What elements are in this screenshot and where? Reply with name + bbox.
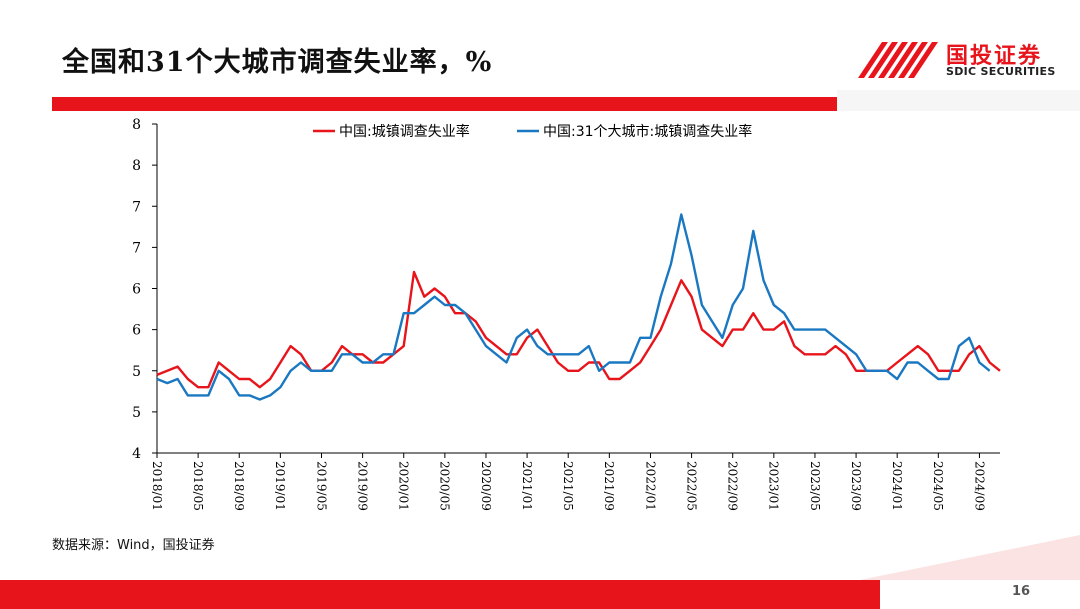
x-tick-label: 2021/09 <box>602 461 616 511</box>
y-tick-label: 5 <box>132 405 141 421</box>
x-tick-label: 2019/01 <box>273 461 287 511</box>
x-tick-label: 2018/05 <box>191 461 205 511</box>
x-tick-label: 2018/01 <box>150 461 164 511</box>
title-underline-bar <box>52 97 837 111</box>
x-tick-label: 2022/05 <box>684 461 698 511</box>
x-tick-label: 2018/09 <box>232 461 246 511</box>
brand-name-en: SDIC SECURITIES <box>946 65 1056 78</box>
page-number: 16 <box>1012 584 1031 599</box>
x-tick-label: 2024/01 <box>890 461 904 511</box>
title-underline-extension <box>837 90 1080 111</box>
brand-name-cn: 国投证券 <box>946 44 1043 69</box>
brand-logo: 国投证券 SDIC SECURITIES <box>858 38 1068 82</box>
series-line-1 <box>156 270 1001 389</box>
x-tick-label: 2022/01 <box>643 461 657 511</box>
y-tick-label: 8 <box>132 117 141 133</box>
chart-legend: 中国:城镇调查失业率 中国:31个大城市:城镇调查失业率 <box>313 123 752 140</box>
y-tick-label: 4 <box>132 446 141 462</box>
y-tick-label: 6 <box>132 282 141 298</box>
x-tick-label: 2023/09 <box>849 461 863 511</box>
x-tick-label: 2023/05 <box>808 461 822 511</box>
x-tick-label: 2023/01 <box>767 461 781 511</box>
legend-label-2: 中国:31个大城市:城镇调查失业率 <box>543 123 752 140</box>
x-tick-label: 2020/01 <box>397 461 411 511</box>
stripes-logo-icon <box>858 42 938 78</box>
y-tick-label: 8 <box>132 158 141 174</box>
x-tick-label: 2020/05 <box>438 461 452 511</box>
x-tick-label: 2022/09 <box>726 461 740 511</box>
unemployment-line-chart: 中国:城镇调查失业率 中国:31个大城市:城镇调查失业率 4 5 5 6 6 7 7 8 8 201… <box>132 117 1001 511</box>
chart-series <box>156 213 1001 401</box>
data-source: 数据来源：Wind，国投证券 <box>52 538 215 553</box>
x-tick-label: 2019/09 <box>355 461 369 511</box>
x-tick-label: 2021/05 <box>561 461 575 511</box>
y-tick-label: 7 <box>132 240 141 256</box>
y-tick-label: 5 <box>132 364 141 380</box>
x-tick-label: 2020/09 <box>479 461 493 511</box>
y-tick-label: 7 <box>132 199 141 215</box>
x-tick-label: 2019/05 <box>314 461 328 511</box>
series-line-2 <box>156 213 991 401</box>
x-tick-label: 2021/01 <box>520 461 534 511</box>
y-tick-label: 6 <box>132 323 141 339</box>
page-title: 全国和31个大城市调查失业率，% <box>62 47 493 78</box>
chart-axes: 4 5 5 6 6 7 7 8 8 2018/01 2018/05 2018/09 2019/01 201… <box>132 117 1000 511</box>
x-tick-label: 2024/09 <box>972 461 986 511</box>
x-tick-label: 2024/05 <box>931 461 945 511</box>
legend-label-1: 中国:城镇调查失业率 <box>339 123 470 140</box>
